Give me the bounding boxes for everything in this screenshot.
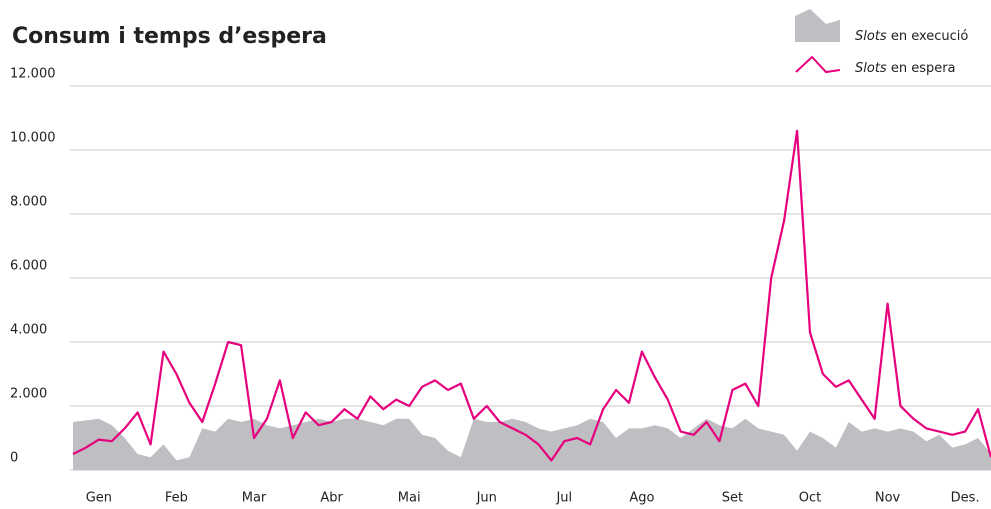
x-tick-label: Mai	[398, 491, 421, 506]
x-tick-label: Set	[722, 491, 743, 506]
legend-label: Slots en execució	[855, 29, 968, 44]
x-tick-label: Oct	[799, 491, 821, 506]
x-tick-label: Feb	[165, 491, 188, 506]
x-tick-label: Abr	[320, 491, 343, 506]
y-tick-label: 10.000	[10, 131, 56, 146]
x-tick-label: Gen	[86, 491, 112, 506]
y-tick-label: 6.000	[10, 259, 47, 274]
chart-title: Consum i temps d’espera	[12, 24, 327, 49]
y-tick-label: 0	[10, 451, 18, 466]
area	[73, 418, 991, 470]
x-tick-label: Jul	[555, 491, 572, 506]
x-tick-label: Jun	[476, 491, 497, 506]
x-tick-label: Des.	[951, 491, 980, 506]
x-tick-label: Nov	[875, 491, 901, 506]
legend-swatch	[795, 9, 840, 42]
x-tick-label: Ago	[629, 491, 654, 506]
x-tick-label: Mar	[242, 491, 267, 506]
line	[72, 129, 991, 462]
legend-label: Slots en espera	[855, 61, 956, 76]
y-tick-label: 8.000	[10, 195, 47, 210]
y-tick-label: 4.000	[10, 323, 47, 338]
legend-swatch	[795, 55, 841, 74]
y-tick-label: 12.000	[10, 67, 56, 82]
y-tick-label: 2.000	[10, 387, 47, 402]
